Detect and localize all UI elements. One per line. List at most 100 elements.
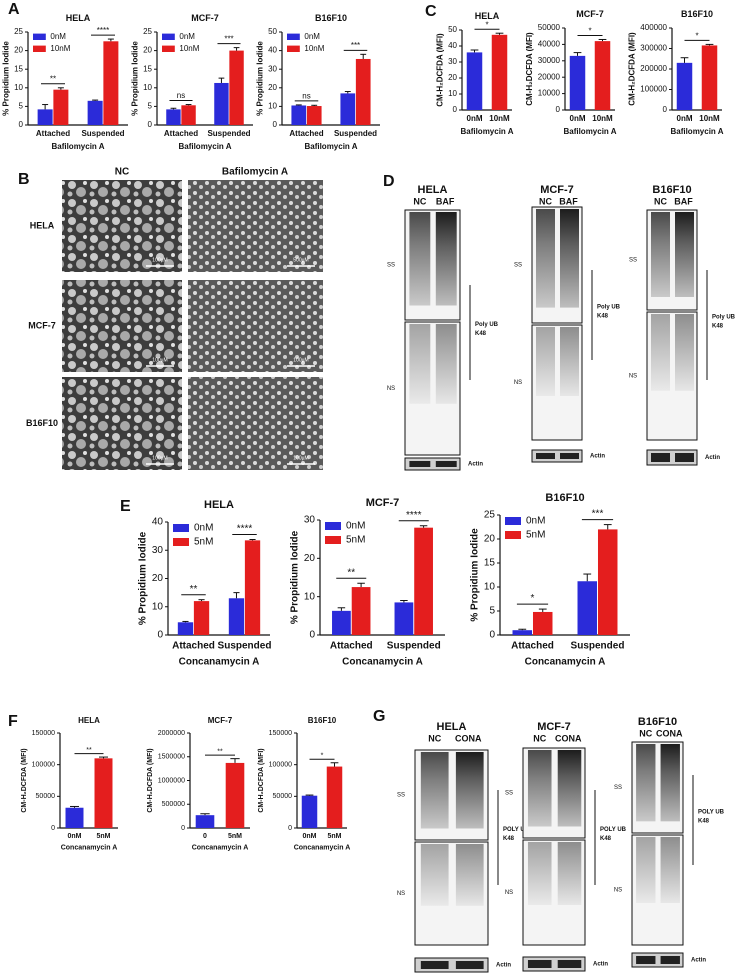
y-tick-label: 100000	[32, 762, 55, 769]
lane-label: CONA	[455, 733, 482, 743]
x-tick-label: Suspended	[207, 129, 250, 138]
chart-title: B16F10	[315, 13, 347, 23]
x-axis-label: Concanamycin A	[525, 657, 606, 668]
lane-label: NC	[413, 196, 426, 206]
loading-band	[636, 956, 656, 964]
y-axis-label: CM-H₂DCFDA (MFI)	[258, 748, 265, 812]
y-tick-label: 40	[268, 46, 277, 55]
scale-bar-label: 100µM	[293, 455, 308, 461]
y-tick-label: 40	[448, 41, 457, 50]
loading-label: Actin	[691, 958, 706, 964]
column-header: NC	[115, 167, 129, 178]
legend-label: 10nM	[304, 44, 324, 53]
fraction-label: NS	[514, 380, 522, 386]
x-axis-label: Concanamycin A	[294, 844, 351, 851]
loading-band	[557, 960, 582, 968]
blot-lane	[455, 752, 484, 829]
loading-band	[455, 961, 484, 969]
loading-band	[435, 461, 457, 467]
scale-bar-label: 500µM	[293, 257, 308, 263]
micrograph	[188, 377, 323, 470]
y-tick-label: 2000000	[158, 730, 185, 737]
blot-lane	[651, 212, 670, 297]
blot-lane	[675, 314, 694, 391]
blot-title: MCF-7	[537, 721, 571, 733]
x-tick-label: 10nM	[592, 114, 613, 123]
chart-title: HELA	[66, 13, 91, 23]
significance-label: ****	[406, 510, 422, 521]
y-tick-label: 1500000	[158, 754, 185, 761]
y-tick-label: 30	[304, 515, 316, 526]
bracket-label: Poly UB	[712, 315, 736, 321]
y-axis-label: % Propidium Iodide	[130, 41, 139, 116]
blot-lane	[557, 842, 582, 905]
significance-label: *	[321, 753, 324, 760]
legend-label: 0nM	[304, 32, 320, 41]
bar	[65, 807, 84, 828]
micrograph	[188, 180, 323, 272]
y-tick-label: 0	[181, 825, 185, 832]
significance-label: ****	[97, 26, 109, 35]
blot-lane	[527, 750, 552, 827]
blot-lane	[660, 837, 680, 903]
bar	[193, 601, 210, 635]
bar	[394, 602, 414, 635]
y-axis-label: CM-H₂DCFDA (MFI)	[21, 748, 28, 812]
panel-label: B	[18, 171, 30, 188]
legend-swatch	[325, 522, 341, 530]
bar	[569, 55, 586, 110]
panel-label: G	[373, 708, 385, 725]
bracket-label: Poly UB	[597, 305, 621, 311]
x-tick-label: 0nM	[677, 114, 693, 123]
bracket-label: K48	[503, 836, 515, 842]
y-tick-label: 20	[14, 46, 23, 55]
blot-lane	[409, 212, 431, 306]
x-tick-label: 0nM	[467, 114, 483, 123]
blot-title: HELA	[418, 184, 448, 196]
legend-label: 5nM	[194, 537, 213, 548]
column-header: Bafilomycin A	[222, 167, 288, 178]
y-tick-label: 50000	[538, 23, 561, 32]
x-tick-label: Attached	[164, 129, 198, 138]
bar	[181, 105, 196, 125]
lane-label: NC	[654, 196, 667, 206]
x-tick-label: 5nM	[328, 833, 342, 840]
chart-title: MCF-7	[208, 716, 233, 725]
loading-label: Actin	[705, 455, 720, 461]
legend-label: 5nM	[346, 535, 365, 546]
chart-title: HELA	[78, 716, 100, 725]
fraction-label: SS	[397, 793, 405, 799]
blot-lane	[536, 209, 555, 308]
bracket-label: K48	[698, 819, 710, 825]
x-tick-label: Attached	[330, 641, 373, 652]
y-tick-label: 15	[14, 64, 23, 73]
fraction-label: SS	[614, 785, 622, 791]
loading-band	[675, 453, 694, 462]
y-axis-label: % Propidium Iodide	[137, 531, 148, 625]
y-axis-label: % Propidium Iodide	[1, 41, 10, 116]
x-tick-label: Attached	[289, 129, 323, 138]
x-tick-label: 10nM	[489, 114, 510, 123]
scale-bar-label: 100µM	[152, 455, 167, 461]
legend-swatch	[325, 536, 341, 544]
y-tick-label: 30	[448, 57, 457, 66]
scale-bar-label: 100µM	[152, 357, 167, 363]
y-tick-label: 0	[19, 120, 24, 129]
x-axis-label: Bafilomycin A	[563, 127, 616, 136]
panel-label: D	[383, 173, 395, 190]
y-tick-label: 25	[484, 510, 496, 521]
x-axis-label: Bafilomycin A	[460, 127, 513, 136]
bar	[228, 598, 245, 635]
y-tick-label: 10	[143, 83, 152, 92]
x-tick-label: 0nM	[570, 114, 586, 123]
y-tick-label: 5	[148, 102, 153, 111]
blot-lane	[420, 844, 449, 906]
blot-title: B16F10	[652, 184, 691, 196]
y-tick-label: 400000	[640, 23, 667, 32]
bar	[214, 82, 229, 125]
x-axis-label: Concanamycin A	[342, 657, 423, 668]
lane-label: CONA	[555, 733, 582, 743]
bracket-label: POLY UB	[698, 810, 725, 816]
y-tick-label: 20	[304, 553, 316, 564]
